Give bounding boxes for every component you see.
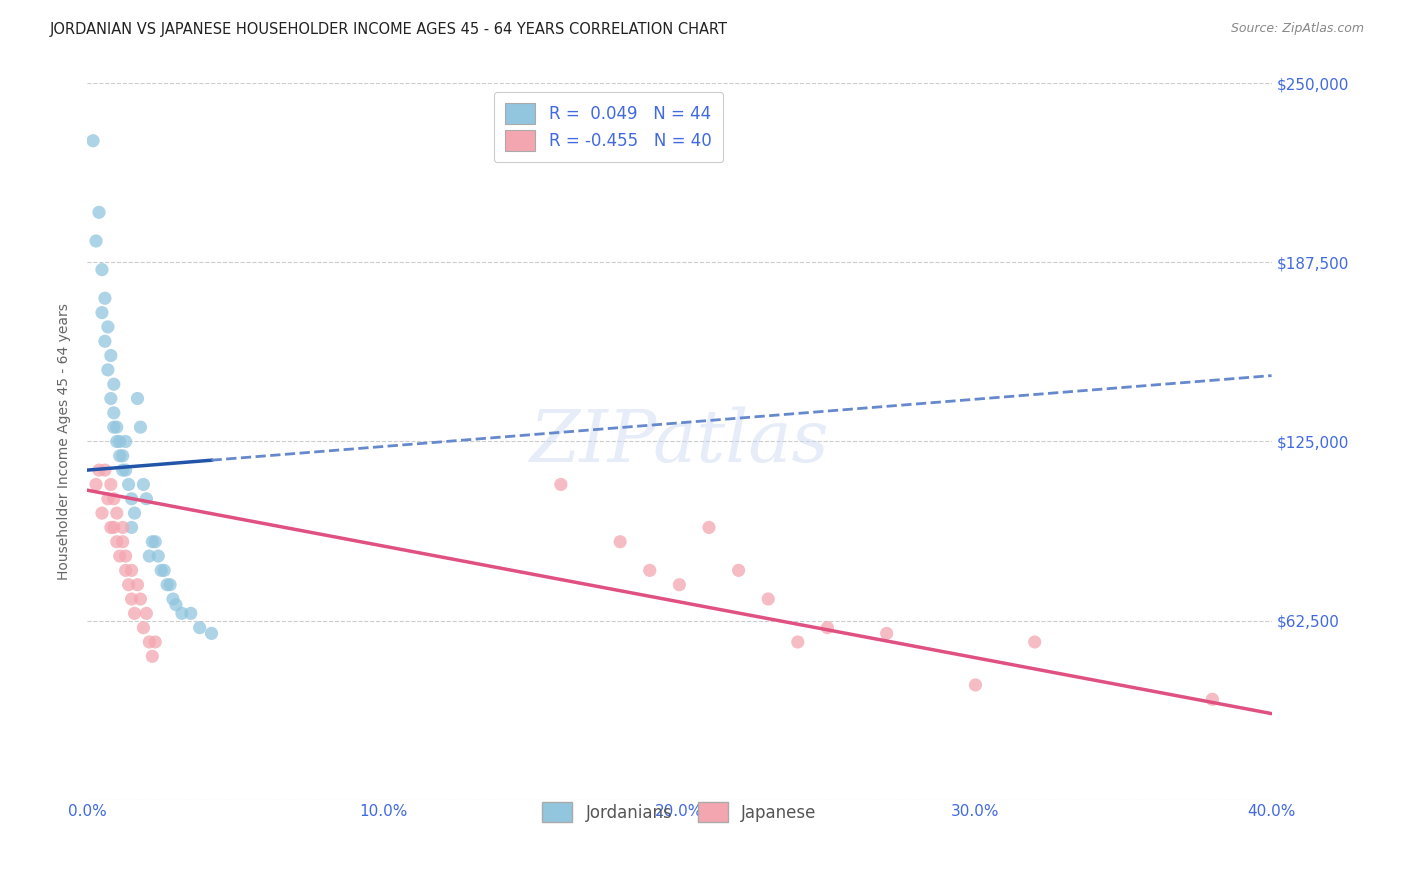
- Point: [143, 534, 166, 549]
- Point: [111, 534, 134, 549]
- Point: [121, 520, 143, 534]
- Point: [87, 205, 110, 219]
- Point: [91, 305, 114, 319]
- Point: [135, 607, 157, 621]
- Point: [876, 626, 898, 640]
- Point: [117, 477, 139, 491]
- Point: [114, 434, 136, 449]
- Point: [97, 491, 120, 506]
- Point: [170, 607, 193, 621]
- Point: [138, 635, 160, 649]
- Point: [87, 463, 110, 477]
- Point: [105, 506, 128, 520]
- Point: [105, 534, 128, 549]
- Point: [129, 592, 152, 607]
- Point: [105, 420, 128, 434]
- Point: [180, 607, 202, 621]
- Point: [97, 319, 120, 334]
- Point: [108, 549, 131, 563]
- Point: [150, 563, 173, 577]
- Point: [138, 549, 160, 563]
- Point: [124, 607, 146, 621]
- Point: [127, 577, 149, 591]
- Point: [965, 678, 987, 692]
- Point: [100, 477, 122, 491]
- Text: Source: ZipAtlas.com: Source: ZipAtlas.com: [1230, 22, 1364, 36]
- Point: [121, 563, 143, 577]
- Point: [114, 549, 136, 563]
- Point: [108, 434, 131, 449]
- Point: [103, 491, 125, 506]
- Point: [143, 635, 166, 649]
- Point: [84, 477, 107, 491]
- Point: [153, 563, 176, 577]
- Point: [668, 577, 690, 591]
- Point: [108, 449, 131, 463]
- Point: [111, 449, 134, 463]
- Point: [94, 463, 117, 477]
- Point: [127, 392, 149, 406]
- Point: [100, 520, 122, 534]
- Point: [121, 592, 143, 607]
- Point: [124, 506, 146, 520]
- Point: [132, 477, 155, 491]
- Point: [114, 463, 136, 477]
- Point: [1201, 692, 1223, 706]
- Point: [105, 434, 128, 449]
- Point: [188, 621, 211, 635]
- Point: [159, 577, 181, 591]
- Text: JORDANIAN VS JAPANESE HOUSEHOLDER INCOME AGES 45 - 64 YEARS CORRELATION CHART: JORDANIAN VS JAPANESE HOUSEHOLDER INCOME…: [49, 22, 727, 37]
- Point: [141, 534, 163, 549]
- Point: [114, 563, 136, 577]
- Point: [103, 420, 125, 434]
- Point: [815, 621, 838, 635]
- Point: [132, 621, 155, 635]
- Point: [200, 626, 222, 640]
- Point: [1024, 635, 1046, 649]
- Point: [550, 477, 572, 491]
- Point: [148, 549, 170, 563]
- Point: [100, 349, 122, 363]
- Point: [117, 577, 139, 591]
- Point: [141, 649, 163, 664]
- Point: [97, 363, 120, 377]
- Point: [121, 491, 143, 506]
- Point: [100, 392, 122, 406]
- Point: [727, 563, 749, 577]
- Y-axis label: Householder Income Ages 45 - 64 years: Householder Income Ages 45 - 64 years: [58, 303, 72, 580]
- Point: [82, 134, 104, 148]
- Point: [609, 534, 631, 549]
- Point: [156, 577, 179, 591]
- Point: [756, 592, 779, 607]
- Point: [135, 491, 157, 506]
- Point: [638, 563, 661, 577]
- Point: [111, 520, 134, 534]
- Point: [111, 463, 134, 477]
- Point: [786, 635, 808, 649]
- Text: ZIPatlas: ZIPatlas: [530, 406, 830, 476]
- Point: [697, 520, 720, 534]
- Point: [103, 406, 125, 420]
- Point: [162, 592, 184, 607]
- Point: [94, 291, 117, 305]
- Point: [84, 234, 107, 248]
- Point: [94, 334, 117, 349]
- Point: [103, 520, 125, 534]
- Point: [129, 420, 152, 434]
- Point: [103, 377, 125, 392]
- Point: [91, 506, 114, 520]
- Point: [91, 262, 114, 277]
- Point: [165, 598, 187, 612]
- Legend: Jordanians, Japanese: Jordanians, Japanese: [531, 790, 828, 834]
